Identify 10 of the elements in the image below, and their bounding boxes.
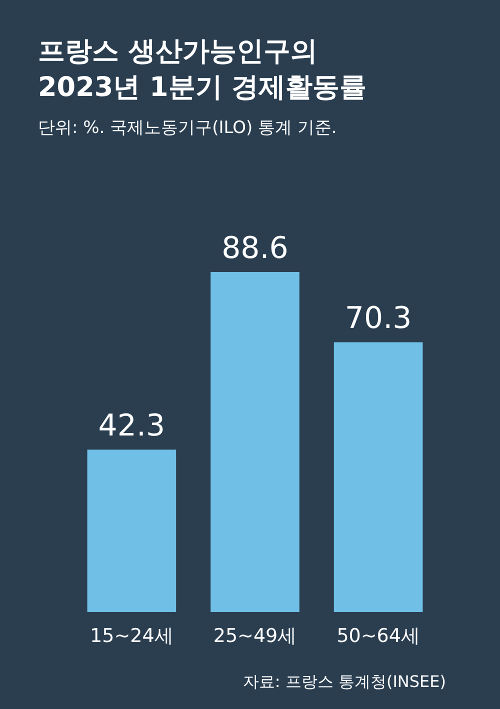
category: 25~49세 (213, 625, 297, 647)
subtitle: 단위: %. 국제노동기구(ILO) 통계 기준. (38, 118, 337, 138)
data-label: 88.6 (222, 231, 288, 266)
data-label: 42.3 (98, 408, 166, 444)
category: 50~64세 (336, 625, 420, 647)
category: 15~24세 (90, 625, 174, 647)
title: 프랑스 생산가능인구의 (38, 36, 318, 67)
data-label: 70.3 (344, 301, 412, 336)
title: 2023년 1분기 경제활동률 (38, 72, 367, 103)
annotation: 자료: 프랑스 통계청(INSEE) (242, 672, 446, 691)
